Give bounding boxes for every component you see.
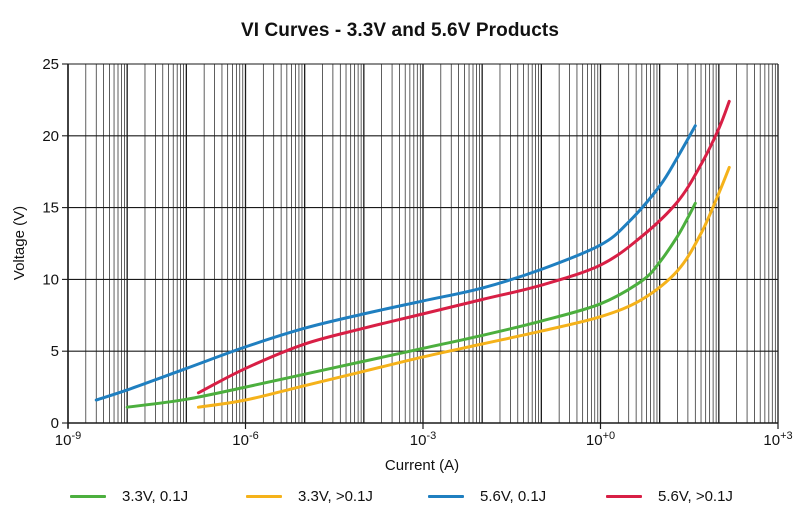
series-line-4 — [196, 99, 731, 395]
legend-label: 5.6V, >0.1J — [658, 487, 733, 505]
legend-label: 3.3V, >0.1J — [298, 487, 373, 505]
series-lines — [94, 99, 731, 409]
legend-item-2: 3.3V, >0.1J — [246, 483, 373, 509]
x-tick-label: 10+0 — [586, 430, 615, 449]
y-axis-label: Voltage (V) — [11, 206, 28, 280]
legend-swatch — [70, 494, 106, 498]
legend-swatch — [428, 494, 464, 498]
x-tick-label: 10-9 — [55, 430, 81, 449]
chart-title: VI Curves - 3.3V and 5.6V Products — [240, 20, 560, 41]
legend-label: 5.6V, 0.1J — [480, 487, 547, 505]
series-line-1 — [125, 201, 697, 409]
y-tick-label: 25 — [42, 56, 59, 73]
x-tick-label: 10-6 — [232, 430, 258, 449]
grid — [67, 63, 779, 424]
legend-item-4: 5.6V, >0.1J — [606, 483, 733, 509]
axes: 0 5 10 15 20 25 10-9 10-6 10-3 10+0 10+3 — [42, 56, 792, 449]
y-tick-label: 15 — [42, 200, 59, 217]
legend-label: 3.3V, 0.1J — [122, 487, 189, 505]
x-tick-label: 10+3 — [763, 430, 792, 449]
legend-swatch — [606, 494, 642, 498]
series-line-3 — [94, 124, 697, 402]
x-tick-label: 10-3 — [410, 430, 436, 449]
y-tick-label: 0 — [51, 415, 59, 432]
legend-swatch — [246, 494, 282, 498]
legend-item-1: 3.3V, 0.1J — [70, 483, 188, 509]
series-line-2 — [196, 165, 731, 409]
y-tick-label: 10 — [42, 271, 59, 288]
x-axis-label: Current (A) — [385, 457, 459, 474]
legend-item-3: 5.6V, 0.1J — [428, 483, 546, 509]
y-tick-label: 5 — [51, 343, 59, 360]
y-tick-label: 20 — [42, 128, 59, 145]
legend: 3.3V, 0.1J 3.3V, >0.1J 5.6V, 0.1J 5.6V, >0.… — [0, 483, 800, 509]
